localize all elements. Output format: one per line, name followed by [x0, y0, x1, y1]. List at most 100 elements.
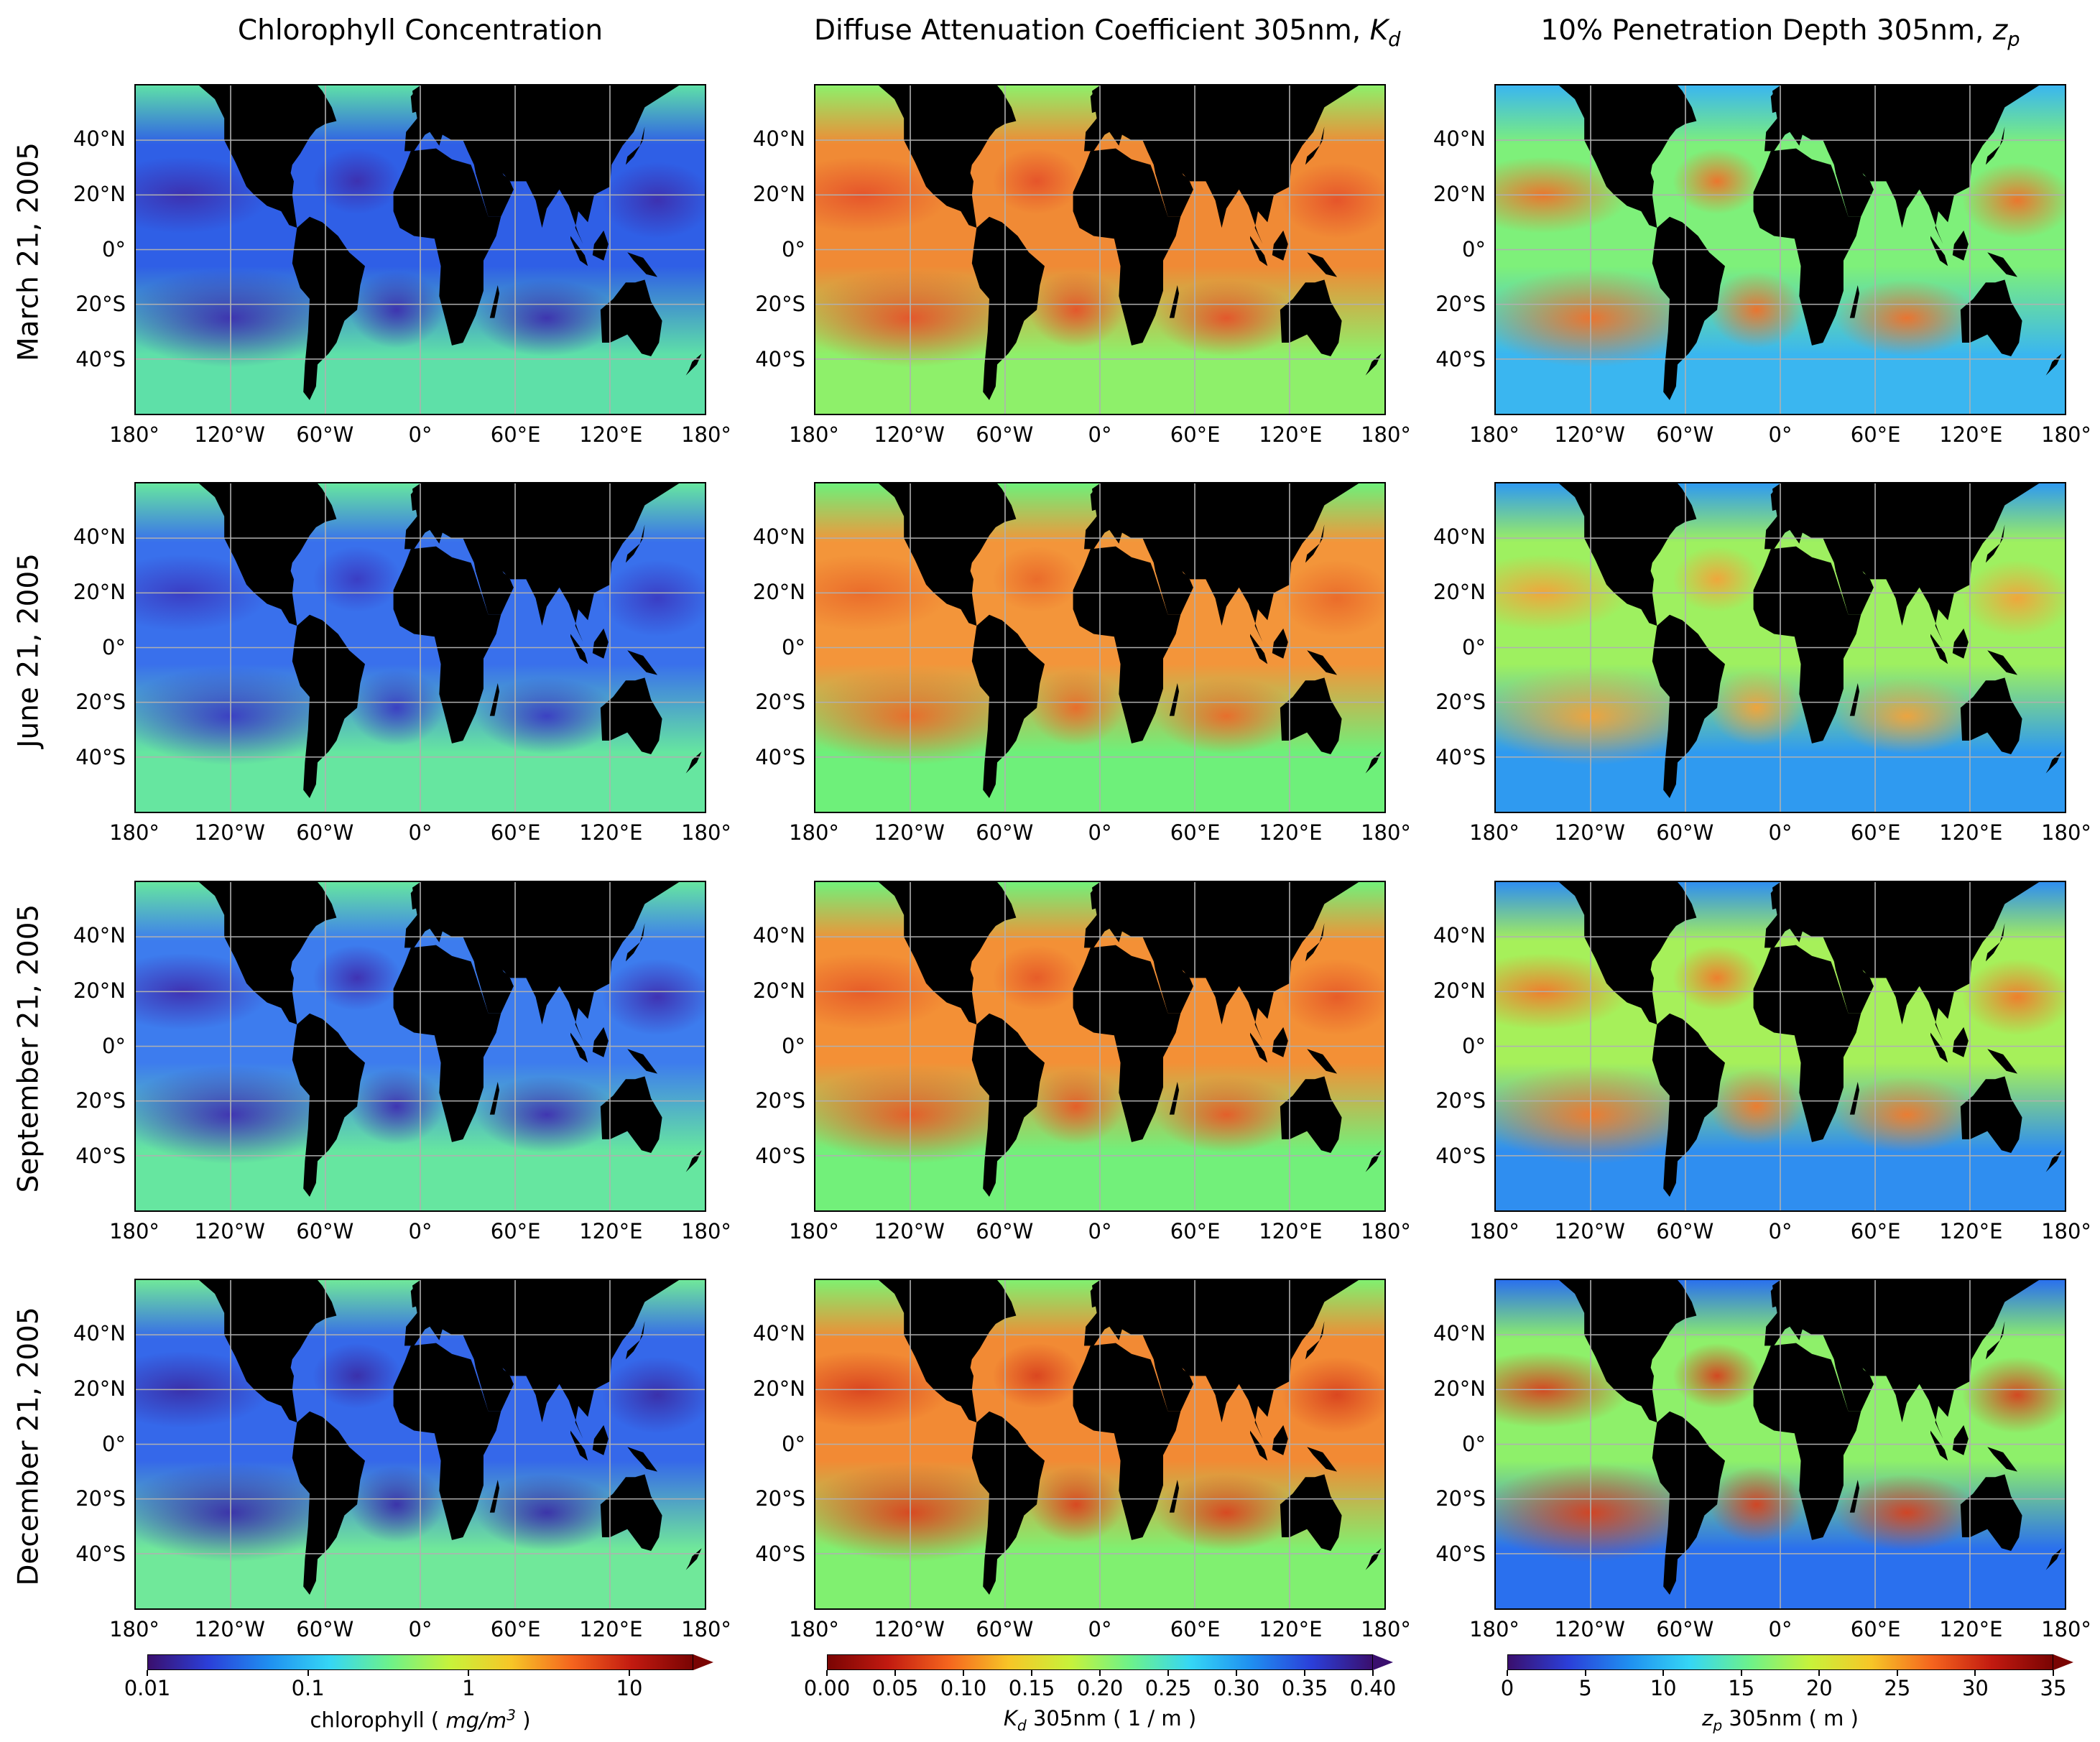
lat-tick-label: 20°S: [75, 690, 126, 715]
lon-tick-label: 60°E: [1850, 1219, 1901, 1243]
lon-tick-label: 60°E: [1850, 820, 1901, 845]
lon-tick-label: 60°E: [490, 1617, 541, 1641]
lat-tick-label: 0°: [782, 236, 805, 261]
landmass-samerica: [292, 216, 365, 400]
landmass-madagascar: [1169, 1479, 1180, 1513]
gyre-region: [1282, 162, 1384, 239]
landmass-uk: [410, 887, 422, 910]
lon-tick-label: 180°: [2041, 1219, 2091, 1243]
colorbar-tick-label: 0.10: [940, 1676, 987, 1700]
lat-tick-label: 40°N: [752, 126, 805, 151]
landmass-australia: [1960, 279, 2022, 357]
colorbar-tick-mark: [1740, 1670, 1742, 1676]
lon-tick-label: 60°W: [976, 820, 1034, 845]
lon-tick-label: 60°W: [1656, 1617, 1714, 1641]
lon-tick-label: 180°: [789, 422, 839, 447]
gyre-region: [815, 1065, 1022, 1164]
lon-tick-label: 180°: [681, 820, 731, 845]
lon-tick-label: 0°: [1768, 1617, 1793, 1641]
lat-tick-label: 20°N: [1433, 579, 1486, 604]
landmass-borneo: [1272, 230, 1288, 261]
colorbar-tick-label: 0.35: [1281, 1676, 1328, 1700]
lon-tick-label: 180°: [1469, 820, 1520, 845]
landmass-sumatra: [1930, 634, 1948, 664]
landmass-sumatra: [570, 1430, 588, 1461]
lat-tick-label: 20°N: [1433, 1376, 1486, 1401]
gyre-region: [1836, 279, 1979, 357]
lat-tick-label: 40°N: [73, 922, 126, 948]
landmass-samerica: [292, 1013, 365, 1197]
lat-tick-label: 0°: [782, 1033, 805, 1058]
landmass-uk: [410, 91, 422, 113]
landmass-australia: [1280, 1076, 1342, 1154]
map-panel-r3-c2: [1494, 1279, 2066, 1610]
lon-tick-label: 180°: [1469, 1617, 1520, 1641]
map-svg: [1496, 882, 2065, 1210]
colorbar-tick-label: 0: [1500, 1676, 1514, 1700]
colorbar-tick-mark: [628, 1670, 630, 1676]
landmass-newguinea: [1987, 252, 2018, 277]
lon-tick-label: 60°E: [1170, 422, 1221, 447]
lon-tick-label: 60°W: [296, 422, 354, 447]
gyre-region: [136, 667, 342, 766]
colorbar-extend-arrow: [693, 1654, 713, 1670]
landmass-australia: [1960, 1076, 2022, 1154]
colorbar-tick-mark: [1896, 1670, 1898, 1676]
lon-tick-label: 0°: [408, 820, 433, 845]
lat-tick-label: 40°S: [1435, 347, 1486, 372]
gyre-region: [136, 269, 342, 368]
landmass-namerica: [878, 483, 1017, 626]
landmass-arabia: [476, 162, 514, 217]
lon-tick-label: 180°: [681, 1219, 731, 1243]
colorbar-tick-mark: [894, 1670, 896, 1676]
lon-tick-label: 60°W: [296, 820, 354, 845]
colorbar-extend-arrow: [1373, 1654, 1393, 1670]
lat-tick-label: 0°: [1462, 634, 1486, 659]
lat-tick-label: 40°N: [1433, 524, 1486, 549]
lon-tick-label: 180°: [1469, 1219, 1520, 1243]
landmass-newguinea: [1987, 1049, 2018, 1074]
colorbar-tick-mark: [1372, 1670, 1374, 1676]
landmass-australia: [1280, 279, 1342, 357]
colorbar-tick-label: 20: [1805, 1676, 1833, 1700]
lat-tick-label: 20°N: [73, 181, 126, 206]
lat-tick-label: 40°N: [752, 1320, 805, 1345]
lon-tick-label: 180°: [109, 820, 159, 845]
map-panel-r0-c2: [1494, 84, 2066, 415]
row-label-december: December 21, 2005: [12, 1307, 45, 1586]
column-title-zp: 10% Penetration Depth 305nm, zp: [1540, 14, 2020, 51]
lon-tick-label: 60°W: [976, 1617, 1034, 1641]
gyre-region: [476, 1076, 619, 1154]
gyre-region: [1155, 677, 1298, 755]
gyre-region: [1962, 162, 2065, 239]
landmass-madagascar: [1849, 682, 1860, 716]
lat-tick-label: 20°S: [75, 292, 126, 317]
landmass-australia: [600, 1474, 662, 1552]
landmass-sumatra: [1250, 1032, 1268, 1063]
landmass-eurasia: [404, 1280, 705, 1439]
gyre-region: [1673, 148, 1762, 215]
landmass-sumatra: [1930, 236, 1948, 267]
lon-tick-label: 60°W: [976, 422, 1034, 447]
gyre-region: [602, 560, 705, 637]
lon-tick-label: 180°: [789, 820, 839, 845]
landmass-newguinea: [1307, 1049, 1338, 1074]
landmass-samerica: [1652, 1013, 1725, 1197]
colorbar-tick-mark: [1304, 1670, 1305, 1676]
gyre-region: [1029, 669, 1124, 746]
lon-tick-label: 180°: [2041, 422, 2091, 447]
row-label-september: September 21, 2005: [12, 904, 45, 1193]
lat-tick-label: 20°S: [755, 1088, 805, 1113]
lon-tick-label: 180°: [789, 1219, 839, 1243]
colorbar-tick-mark: [1818, 1670, 1821, 1676]
lat-tick-label: 20°S: [755, 292, 805, 317]
gyre-region: [1282, 560, 1384, 637]
gyre-region: [476, 1474, 619, 1552]
landmass-australia: [600, 279, 662, 357]
lat-tick-label: 20°N: [752, 1376, 805, 1401]
landmass-eurasia: [1764, 882, 2065, 1041]
landmass-uk: [1090, 488, 1102, 511]
lat-tick-label: 40°S: [75, 1144, 126, 1169]
landmass-newguinea: [1307, 650, 1338, 675]
lon-tick-label: 120°E: [1939, 1617, 2003, 1641]
